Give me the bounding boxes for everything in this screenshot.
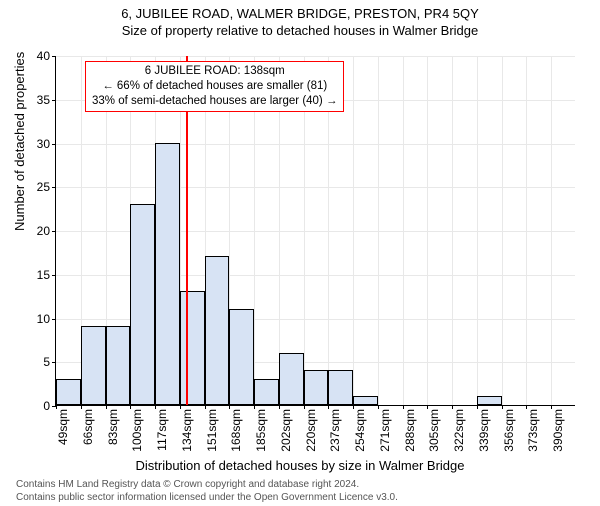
footer-line2: Contains public sector information licen… xyxy=(16,492,398,505)
xtick-label: 305sqm xyxy=(427,409,441,452)
histogram-bar xyxy=(106,326,131,405)
ytick-mark xyxy=(52,275,56,276)
annotation-line2: ← 66% of detached houses are smaller (81… xyxy=(92,79,337,94)
histogram-bar xyxy=(56,379,81,405)
ytick-mark xyxy=(52,362,56,363)
gridline-v xyxy=(551,56,552,405)
xtick-label: 151sqm xyxy=(205,409,219,452)
xtick-label: 271sqm xyxy=(378,409,392,452)
footer: Contains HM Land Registry data © Crown c… xyxy=(16,479,398,504)
ytick-mark xyxy=(52,187,56,188)
gridline-v xyxy=(502,56,503,405)
xtick-label: 322sqm xyxy=(452,409,466,452)
ytick-mark xyxy=(52,144,56,145)
histogram-bar xyxy=(155,143,180,406)
xtick-label: 83sqm xyxy=(106,409,120,445)
gridline-v xyxy=(403,56,404,405)
histogram-bar xyxy=(180,291,205,405)
ytick-label: 0 xyxy=(43,399,50,413)
histogram-bar xyxy=(254,379,279,405)
gridline-h xyxy=(56,56,575,57)
gridline-v xyxy=(353,56,354,405)
ytick-label: 40 xyxy=(37,49,50,63)
histogram-bar xyxy=(81,326,106,405)
chart-title-main: 6, JUBILEE ROAD, WALMER BRIDGE, PRESTON,… xyxy=(0,6,600,21)
annotation-box: 6 JUBILEE ROAD: 138sqm ← 66% of detached… xyxy=(85,61,344,112)
y-axis-label: Number of detached properties xyxy=(12,52,27,231)
ytick-label: 15 xyxy=(37,268,50,282)
histogram-bar xyxy=(279,353,304,406)
xtick-label: 100sqm xyxy=(130,409,144,452)
xtick-label: 66sqm xyxy=(81,409,95,445)
chart-area: 051015202530354049sqm66sqm83sqm100sqm117… xyxy=(55,56,575,406)
ytick-mark xyxy=(52,231,56,232)
histogram-bar xyxy=(130,204,155,405)
xtick-label: 202sqm xyxy=(279,409,293,452)
footer-line1: Contains HM Land Registry data © Crown c… xyxy=(16,479,398,492)
ytick-label: 20 xyxy=(37,224,50,238)
xtick-label: 356sqm xyxy=(502,409,516,452)
gridline-v xyxy=(378,56,379,405)
xtick-label: 49sqm xyxy=(56,409,70,445)
ytick-mark xyxy=(52,56,56,57)
xtick-label: 220sqm xyxy=(304,409,318,452)
xtick-label: 373sqm xyxy=(526,409,540,452)
ytick-label: 5 xyxy=(43,355,50,369)
ytick-mark xyxy=(52,100,56,101)
histogram-bar xyxy=(205,256,230,405)
xtick-label: 390sqm xyxy=(551,409,565,452)
x-axis-label: Distribution of detached houses by size … xyxy=(0,458,600,473)
xtick-label: 288sqm xyxy=(403,409,417,452)
chart-title-sub: Size of property relative to detached ho… xyxy=(0,23,600,38)
xtick-label: 237sqm xyxy=(328,409,342,452)
ytick-label: 35 xyxy=(37,93,50,107)
histogram-bar xyxy=(229,309,254,405)
gridline-v xyxy=(427,56,428,405)
xtick-label: 185sqm xyxy=(254,409,268,452)
ytick-label: 10 xyxy=(37,312,50,326)
gridline-v xyxy=(452,56,453,405)
histogram-bar xyxy=(304,370,329,405)
histogram-bar xyxy=(477,396,502,405)
gridline-v xyxy=(526,56,527,405)
histogram-bar xyxy=(328,370,353,405)
annotation-line1: 6 JUBILEE ROAD: 138sqm xyxy=(92,64,337,79)
histogram-bar xyxy=(353,396,378,405)
gridline-v xyxy=(477,56,478,405)
ytick-label: 25 xyxy=(37,180,50,194)
gridline-h xyxy=(56,187,575,188)
xtick-label: 134sqm xyxy=(180,409,194,452)
xtick-label: 168sqm xyxy=(229,409,243,452)
ytick-mark xyxy=(52,319,56,320)
xtick-label: 254sqm xyxy=(353,409,367,452)
annotation-line3: 33% of semi-detached houses are larger (… xyxy=(92,94,337,109)
xtick-label: 117sqm xyxy=(155,409,169,451)
ytick-label: 30 xyxy=(37,137,50,151)
gridline-h xyxy=(56,144,575,145)
xtick-label: 339sqm xyxy=(477,409,491,452)
